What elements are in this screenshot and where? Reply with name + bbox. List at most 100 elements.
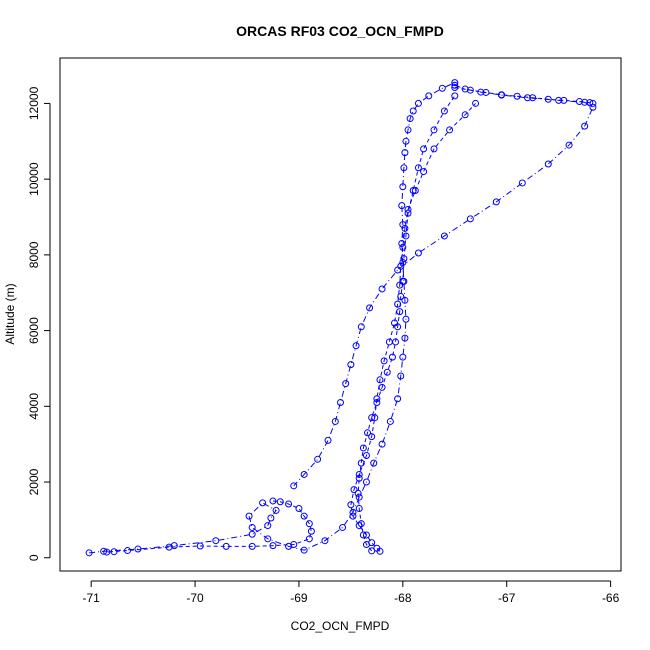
y-tick-label: 10000	[27, 162, 41, 196]
data-point	[355, 493, 363, 501]
series-line-2	[106, 500, 312, 553]
data-point	[404, 126, 412, 134]
data-point	[388, 353, 396, 361]
data-point	[529, 94, 537, 102]
data-point	[321, 537, 329, 545]
data-point	[385, 338, 393, 346]
data-point	[276, 498, 284, 506]
data-point	[357, 323, 365, 331]
data-point	[339, 523, 347, 531]
data-point	[376, 376, 384, 384]
data-point	[349, 512, 357, 520]
data-point	[267, 514, 275, 522]
data-point	[124, 547, 132, 555]
data-point	[290, 482, 298, 490]
data-point	[420, 168, 428, 176]
data-point	[409, 187, 417, 195]
data-point	[544, 160, 552, 168]
data-point	[355, 505, 363, 513]
data-point	[264, 522, 272, 530]
data-point	[331, 417, 339, 425]
y-tick-label: 4000	[27, 393, 41, 420]
data-point	[399, 353, 407, 361]
data-point	[401, 296, 409, 304]
data-point	[362, 452, 370, 460]
data-point	[354, 489, 362, 497]
series-line-0	[89, 82, 455, 554]
series-line-4	[350, 103, 476, 552]
x-tick-label: -66	[602, 591, 620, 605]
y-axis: 0 2000 4000 6000 8000 10000 12000	[27, 86, 51, 561]
data-point	[368, 433, 376, 441]
data-point	[472, 99, 480, 107]
data-point	[461, 111, 469, 119]
data-point	[451, 81, 459, 89]
data-point	[222, 542, 230, 550]
data-point	[398, 202, 406, 210]
data-point	[368, 539, 376, 547]
data-point	[406, 115, 414, 123]
data-point	[394, 266, 402, 274]
data-point	[394, 395, 402, 403]
data-point	[586, 99, 594, 107]
data-point	[466, 215, 474, 223]
data-point	[259, 499, 267, 507]
data-point	[440, 107, 448, 115]
data-point	[371, 414, 379, 422]
data-point	[399, 183, 407, 191]
data-point	[378, 285, 386, 293]
data-point	[440, 232, 448, 240]
data-point	[359, 444, 367, 452]
data-point	[399, 243, 407, 251]
data-point	[414, 164, 422, 172]
data-point	[400, 164, 408, 172]
y-tick-label: 8000	[27, 241, 41, 268]
data-point	[337, 399, 344, 407]
data-point	[401, 224, 409, 232]
data-point	[264, 535, 272, 543]
x-tick-label: -70	[186, 591, 204, 605]
series-layer	[85, 79, 597, 557]
data-point	[397, 262, 405, 270]
series-0	[85, 79, 459, 557]
data-point	[364, 429, 372, 437]
data-point	[482, 88, 490, 96]
series-line-3	[357, 95, 456, 552]
x-axis: -71 -70 -69 -68 -67 -66	[82, 580, 620, 605]
data-point	[269, 497, 277, 505]
data-point	[347, 361, 355, 369]
series-3	[354, 92, 459, 555]
data-point	[305, 535, 313, 543]
data-point	[400, 255, 408, 263]
data-point	[352, 342, 360, 350]
data-point	[430, 126, 438, 134]
data-point	[373, 544, 381, 552]
chart-title: ORCAS RF03 CO2_OCN_FMPD	[236, 23, 444, 39]
data-point	[165, 543, 173, 551]
data-point	[498, 91, 506, 99]
data-point	[394, 300, 402, 308]
data-point	[373, 395, 381, 403]
data-point	[300, 512, 308, 520]
data-point	[355, 470, 363, 478]
data-point	[402, 315, 410, 323]
data-point	[362, 531, 370, 539]
plot-frame	[59, 57, 622, 572]
data-point	[342, 380, 350, 388]
x-tick-label: -67	[498, 591, 516, 605]
data-point	[396, 281, 404, 289]
data-point	[466, 86, 474, 94]
data-point	[295, 505, 303, 513]
data-point	[451, 92, 459, 100]
data-point	[305, 520, 313, 528]
data-point	[380, 357, 388, 365]
data-point	[362, 478, 370, 486]
data-point	[134, 545, 142, 553]
data-point	[425, 92, 433, 100]
series-line-1	[293, 84, 594, 487]
data-point	[402, 232, 410, 240]
x-tick-label: -68	[394, 591, 412, 605]
data-point	[269, 542, 277, 550]
y-tick-label: 2000	[27, 468, 41, 495]
